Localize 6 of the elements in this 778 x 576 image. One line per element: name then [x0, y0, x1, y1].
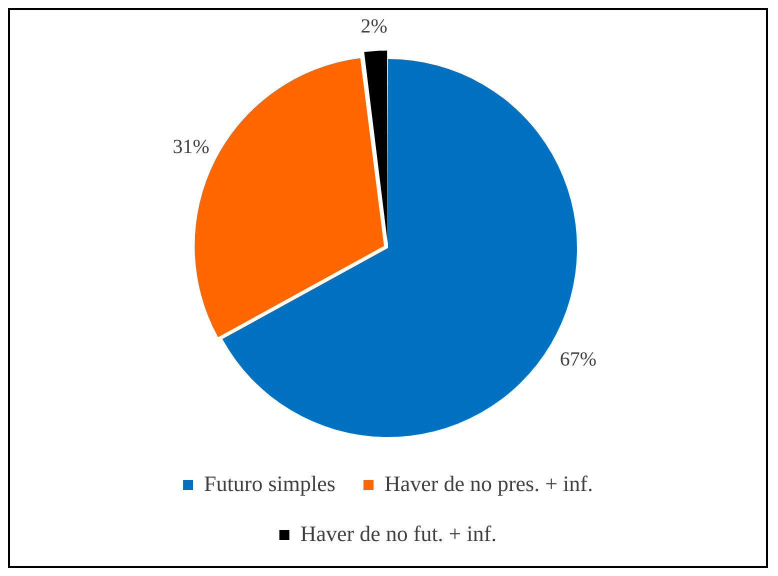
- legend-label: Futuro simples: [204, 470, 336, 496]
- legend-label: Haver de no fut. + inf.: [300, 520, 497, 546]
- data-label: 2%: [360, 16, 388, 38]
- data-label: 31%: [172, 136, 210, 158]
- legend-label: Haver de no pres. + inf.: [384, 470, 593, 496]
- data-label: 67%: [560, 348, 597, 371]
